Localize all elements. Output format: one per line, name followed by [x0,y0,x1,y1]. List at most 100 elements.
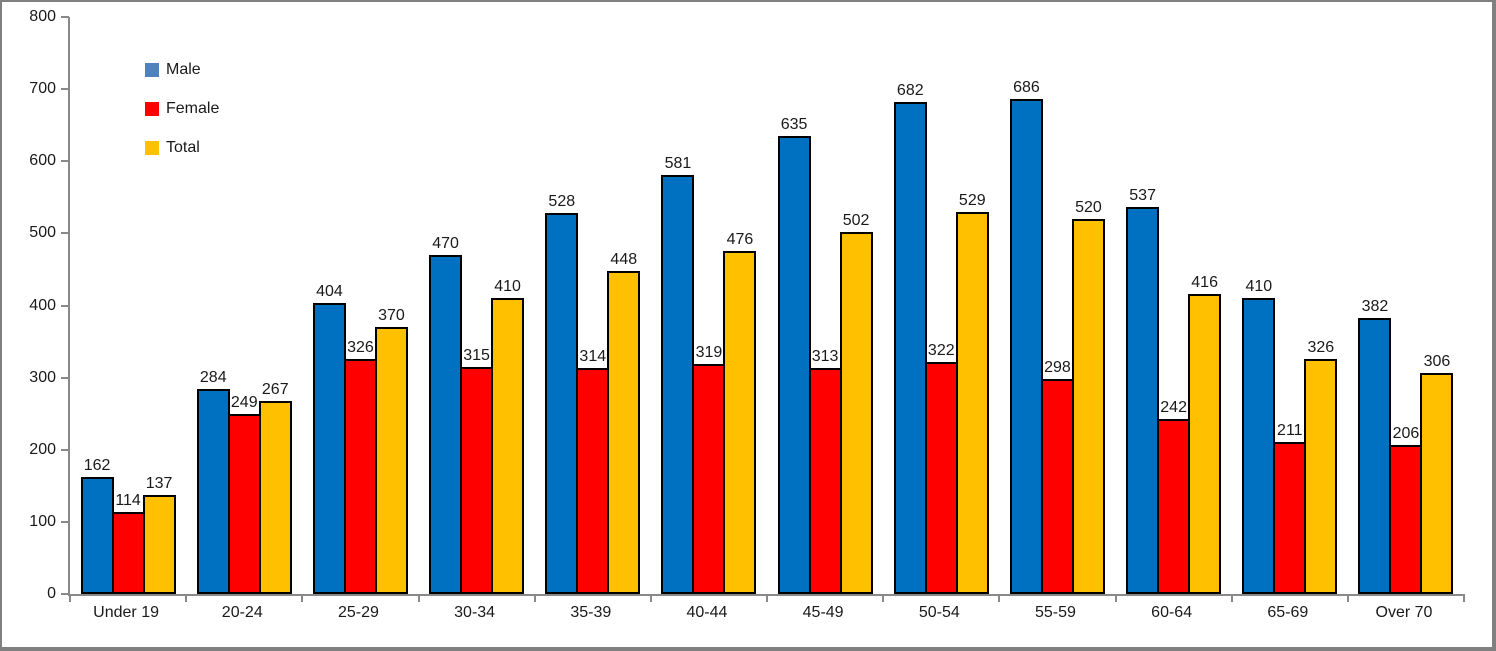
data-label: 306 [1423,353,1451,371]
data-label: 528 [548,193,576,211]
data-label: 314 [579,347,607,365]
legend-swatch-icon [145,63,159,77]
total-bar: 137 [142,475,176,594]
y-axis-label: 0 [47,585,56,602]
y-axis-label: 600 [29,152,56,170]
x-axis-tick [185,594,188,602]
y-axis-label: 200 [29,440,56,458]
category-label: 35-39 [570,604,612,621]
data-label: 470 [432,235,459,253]
x-axis-category-labels: Under 19 20-24 25-29 30-34 35-39 40-44 45-49 50… [68,604,1462,622]
bar-group: 682 322 529 [883,17,999,594]
y-axis-tick [61,520,69,523]
male-bar: 581 [661,155,695,594]
total-bar: 410 [491,278,525,594]
total-bar: 502 [839,212,873,594]
y-axis-tick [61,16,69,18]
female-bar: 298 [1040,359,1074,594]
data-label: 410 [494,278,521,296]
bar-group: 537 242 416 [1116,17,1232,594]
x-axis-tick [649,594,652,602]
x-axis-tick [69,594,71,602]
data-label: 267 [261,381,289,399]
female-bar: 313 [808,348,842,594]
data-label: 529 [958,192,986,210]
category-label: 50-54 [918,604,960,621]
category-label: 60-64 [1151,604,1193,621]
bar-group: 382 206 306 [1348,17,1464,594]
data-label: 502 [842,211,870,229]
y-axis-tick [61,160,69,163]
y-axis-label: 800 [29,8,56,25]
data-label: 682 [896,82,924,100]
female-bar: 249 [227,394,261,594]
total-bar: 529 [955,192,989,594]
bar-group: 410 211 326 [1232,17,1348,594]
x-axis-tick [882,594,885,602]
category-label: 55-59 [1035,604,1076,621]
bar-group: 528 314 448 [535,17,651,594]
data-label: 137 [145,475,173,493]
data-label: 298 [1044,359,1071,377]
bar-group: 470 315 410 [419,17,535,594]
female-bar: 326 [343,339,377,594]
male-bar: 635 [777,116,811,594]
category-label: 20-24 [221,604,263,621]
y-axis-tick [61,232,69,235]
male-bar: 682 [893,82,927,594]
data-label: 404 [316,282,343,300]
y-axis-tick [61,304,69,307]
y-axis-tick [61,448,69,451]
data-label: 114 [115,491,141,509]
x-axis-tick [1114,594,1117,602]
data-label: 284 [199,369,227,387]
x-axis-tick [766,594,768,602]
bar-group: 686 298 520 [999,17,1115,594]
y-axis-label: 700 [29,80,56,98]
legend-item-male: Male [145,61,219,79]
x-axis-tick [301,594,304,602]
data-label: 448 [610,250,638,268]
data-label: 249 [230,394,258,412]
total-bar: 306 [1420,353,1454,594]
x-axis-tick [998,594,1001,602]
legend-item-female: Female [145,100,219,118]
category-label: 30-34 [454,604,496,621]
data-label: 313 [811,348,839,366]
bar-group: 162 114 137 [70,17,186,594]
total-bar: 520 [1071,199,1105,594]
y-axis-tick [61,88,69,91]
category-label: 45-49 [802,604,844,621]
legend: Male Female Total [145,61,219,157]
female-bar: 242 [1157,399,1191,594]
data-label: 520 [1075,198,1102,216]
male-bar: 686 [1009,79,1043,594]
data-label: 162 [83,457,111,475]
data-label: 211 [1277,421,1303,439]
male-bar: 162 [80,457,114,594]
y-axis-label: 300 [29,368,56,386]
x-axis-tick [1230,594,1233,602]
total-bar: 416 [1188,274,1222,594]
total-bar: 326 [1304,339,1338,594]
male-bar: 382 [1358,298,1392,594]
category-label: 65-69 [1267,604,1309,621]
legend-label: Male [166,61,201,78]
data-label: 206 [1392,425,1420,443]
male-bar: 537 [1126,187,1160,594]
legend-label: Total [166,139,200,156]
male-bar: 528 [545,193,579,594]
y-axis-label: 100 [29,512,56,530]
data-label: 242 [1160,399,1187,417]
male-bar: 404 [312,283,346,594]
female-bar: 315 [460,347,494,594]
plot-area: 162 114 137 284 249 267 404 326 370 470 315 410 528 3… [29,8,1465,602]
y-axis-label: 500 [29,224,56,242]
data-label: 476 [726,230,754,248]
female-bar: 211 [1273,422,1307,594]
legend-label: Female [166,100,220,117]
data-label: 322 [927,341,955,359]
female-bar: 319 [692,344,726,594]
y-axis-label: 400 [29,296,56,314]
